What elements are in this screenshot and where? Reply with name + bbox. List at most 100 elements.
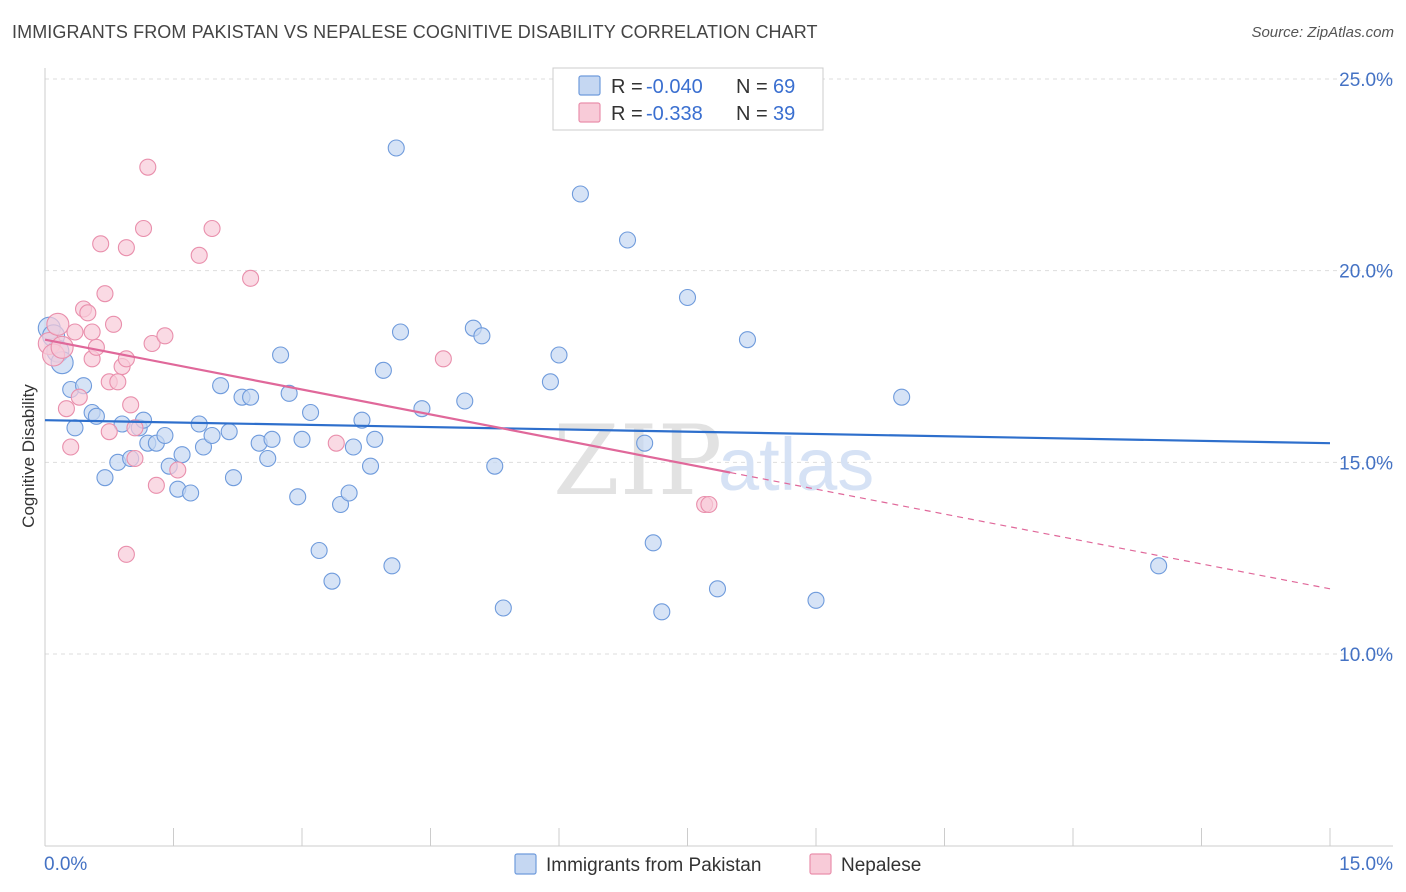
nepalese-point-2 [46,312,70,336]
nepalese-point-25 [126,419,144,437]
nepalese-point-36 [434,350,452,368]
series-pakistan-points [37,101,1168,621]
pakistan-point-60 [636,434,654,452]
trend-line-pakistan [44,419,1331,445]
pakistan-point-62 [653,603,671,621]
legend-r-value-1: -0.040 [646,76,703,98]
pakistan-point-50 [387,139,405,157]
nepalese-point-4 [57,400,75,418]
nepalese-point-26 [134,219,153,238]
trend-line-nepalese-dashed [730,471,1331,590]
pakistan-point-32 [263,430,281,448]
legend-r-value-2: -0.338 [646,103,703,125]
nepalese-point-28 [143,334,161,353]
pakistan-point-44 [361,457,380,475]
bottom-legend-swatch-blue [514,853,537,875]
legend-n-label-2: N = [736,103,768,125]
nepalese-point-11 [87,338,105,356]
pakistan-point-42 [344,438,362,456]
nepalese-point-13 [92,235,110,253]
nepalese-point-38 [700,495,718,514]
pakistan-point-31 [259,449,277,468]
nepalese-point-5 [62,438,80,456]
nepalese-point-24 [126,449,144,468]
nepalese-point-31 [169,461,187,479]
pakistan-point-65 [708,580,727,598]
x-tick-label-0: 0.0% [44,854,87,875]
pakistan-point-17 [156,426,174,445]
nepalese-point-29 [147,476,165,494]
y-tick-labels: 10.0% 15.0% 20.0% 25.0% [1339,70,1393,666]
pakistan-point-25 [212,377,230,395]
watermark-atlas: atlas [718,423,874,506]
pakistan-point-38 [310,541,328,560]
x-tick-label-1: 15.0% [1339,854,1393,875]
pakistan-point-23 [194,438,213,456]
trend-line-nepalese-solid [44,338,731,474]
pakistan-point-69 [1150,557,1168,575]
x-tick-labels: 0.0% 15.0% [44,854,1393,875]
y-tick-label-2: 20.0% [1339,262,1393,283]
bottom-legend: Immigrants from Pakistan Nepalese [514,853,921,876]
pakistan-point-54 [486,457,504,475]
pakistan-point-45 [366,430,384,448]
y-tick-label-3: 25.0% [1339,70,1393,91]
pakistan-point-40 [331,495,350,514]
watermark-zip: ZIP [553,405,722,517]
bottom-legend-pakistan: Immigrants from Pakistan [546,855,761,876]
nepalese-point-7 [70,388,88,406]
trend-lines [44,338,1331,590]
pakistan-point-61 [644,534,662,552]
pakistan-point-39 [323,572,341,590]
nepalese-point-9 [79,304,97,322]
bottom-legend-nepalese: Nepalese [841,855,921,876]
legend-n-value-1: 69 [773,76,795,98]
chart-title: IMMIGRANTS FROM PAKISTAN VS NEPALESE COG… [12,22,818,42]
nepalese-point-30 [156,327,174,345]
legend-n-value-2: 39 [773,103,795,125]
y-axis-label: Cognitive Disability [19,384,38,528]
nepalese-point-27 [139,158,157,176]
pakistan-point-48 [391,323,410,341]
nepalese-point-20 [117,239,135,257]
nepalese-point-16 [104,315,123,333]
axes [44,68,1393,847]
nepalese-point-17 [109,373,127,391]
pakistan-point-36 [293,430,311,448]
y-tick-label-0: 10.0% [1339,645,1393,666]
pakistan-point-55 [494,599,512,617]
pakistan-point-33 [272,346,290,364]
pakistan-point-68 [893,388,911,406]
pakistan-point-57 [550,346,568,364]
watermark: ZIP atlas [553,405,874,517]
pakistan-point-20 [173,446,191,464]
pakistan-point-35 [289,488,307,506]
pakistan-point-9 [96,469,114,487]
pakistan-point-21 [182,484,200,502]
pakistan-point-63 [678,288,697,307]
nepalese-point-22 [117,350,135,368]
legend-n-label-1: N = [736,76,768,98]
pakistan-point-41 [340,484,358,502]
pakistan-point-58 [571,185,589,203]
pakistan-point-26 [220,423,238,441]
nepalese-point-3 [50,335,74,359]
nepalese-point-34 [242,269,260,287]
bottom-legend-swatch-pink [809,853,832,875]
pakistan-point-53 [473,327,491,345]
nepalese-point-6 [66,323,84,341]
grid-lines [45,78,1393,655]
legend-swatch-pink [578,102,601,123]
legend-box: R = -0.040 N = 69 R = -0.338 N = 39 [552,67,824,131]
pakistan-point-8 [66,419,84,437]
pakistan-point-43 [353,411,371,429]
pakistan-point-24 [203,426,221,445]
pakistan-point-46 [374,361,392,379]
pakistan-point-34 [280,384,298,402]
nepalese-point-14 [96,285,114,303]
nepalese-point-21 [117,545,135,563]
nepalese-point-32 [190,246,208,264]
pakistan-point-59 [618,231,637,249]
nepalese-point-33 [203,219,221,238]
